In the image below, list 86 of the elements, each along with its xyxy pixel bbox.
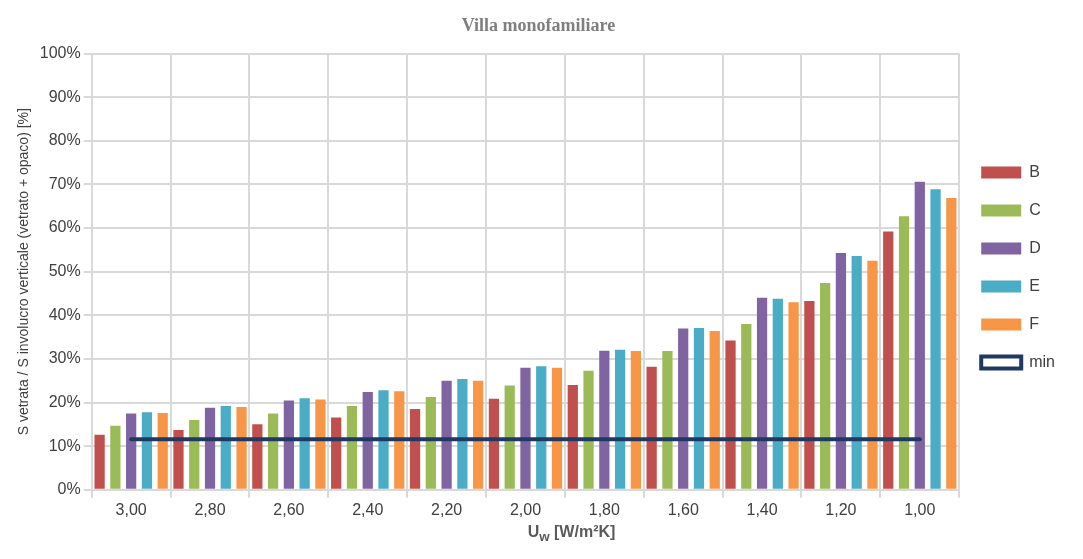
y-tick-label: 70% (48, 174, 81, 192)
bar (473, 380, 484, 489)
bar (835, 252, 847, 489)
bar (867, 260, 878, 489)
x-tick-label: 1,00 (904, 500, 936, 518)
bar (457, 379, 468, 489)
bar (820, 283, 831, 489)
bar (315, 399, 326, 489)
x-axis-title: U$_{w}$ [W/m²K] (526, 523, 617, 545)
legend-label: D (1029, 238, 1041, 256)
y-axis-title: S vetrata / S involucro verticale (vetrato + opaco) [%] (15, 108, 32, 436)
bar (520, 367, 531, 489)
bar (583, 370, 594, 489)
y-tick-label: 50% (48, 262, 81, 280)
bar (331, 417, 342, 489)
y-tick-label: 0% (57, 480, 81, 498)
bar (441, 380, 452, 489)
bar (599, 350, 610, 489)
bar (725, 340, 736, 489)
bar (646, 366, 657, 489)
bar (141, 412, 153, 489)
x-tick-label: 2,80 (194, 500, 226, 518)
bar (678, 328, 689, 489)
bar (488, 398, 500, 489)
bar (741, 324, 752, 489)
bar (536, 366, 547, 489)
y-tick-label: 10% (48, 436, 81, 454)
legend-label: C (1029, 200, 1041, 218)
bar (204, 407, 216, 489)
bar (630, 351, 642, 489)
bar (788, 302, 799, 489)
bar (898, 216, 910, 489)
bar (409, 409, 421, 489)
chart-title: Villa monofamiliare (461, 15, 616, 36)
bar (804, 300, 815, 489)
bar (173, 430, 184, 489)
bar (756, 297, 768, 489)
bar (946, 197, 957, 489)
bar (567, 385, 578, 489)
y-tick-label: 30% (48, 349, 81, 367)
bar (614, 349, 626, 489)
bar (693, 327, 705, 489)
bar (709, 331, 720, 489)
legend-label: F (1029, 314, 1040, 332)
y-tick-label: 60% (48, 218, 81, 236)
bar (299, 398, 310, 489)
x-tick-label: 1,20 (825, 500, 857, 518)
y-tick-label: 100% (39, 44, 81, 62)
x-tick-label: 2,00 (509, 500, 542, 518)
x-tick-label: 3,00 (115, 500, 147, 518)
bar (94, 434, 105, 489)
x-tick-label: 1,80 (588, 500, 621, 518)
bar (346, 406, 358, 489)
legend-label: min (1029, 352, 1055, 370)
y-tick-label: 90% (48, 87, 81, 105)
bar (883, 231, 894, 489)
legend-label: E (1029, 276, 1040, 294)
x-tick-label: 2,40 (352, 500, 384, 518)
bar (157, 413, 168, 489)
x-tick-label: 2,20 (431, 500, 463, 518)
bar (189, 420, 200, 489)
bar (110, 425, 121, 489)
bar (772, 298, 783, 489)
bar (851, 256, 862, 489)
bar (220, 406, 231, 489)
bar (425, 396, 436, 489)
bar (252, 424, 263, 489)
bar (236, 406, 247, 489)
bar (662, 351, 673, 489)
y-tick-label: 80% (48, 131, 81, 149)
bar (930, 189, 941, 489)
bar (126, 413, 137, 489)
x-tick-label: 1,60 (667, 500, 699, 518)
bar (267, 413, 279, 489)
legend-label: B (1029, 162, 1040, 180)
bar (283, 400, 295, 489)
bar (914, 181, 925, 489)
bar (504, 385, 515, 489)
x-tick-label: 1,40 (746, 500, 778, 518)
x-tick-label: 2,60 (273, 500, 305, 518)
bar (551, 367, 563, 489)
bar (378, 390, 389, 489)
y-tick-label: 20% (48, 392, 81, 410)
bar (362, 392, 373, 489)
bar (394, 391, 405, 489)
y-tick-label: 40% (48, 305, 81, 323)
